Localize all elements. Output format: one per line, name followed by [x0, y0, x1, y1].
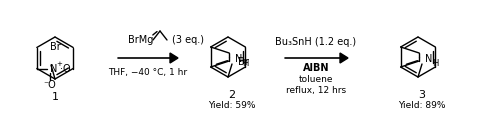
Text: toluene: toluene	[299, 74, 333, 84]
Text: 2: 2	[228, 90, 235, 100]
Text: (3 eq.): (3 eq.)	[172, 35, 204, 45]
Text: Br: Br	[50, 42, 61, 53]
Text: N: N	[425, 54, 432, 64]
Text: Br: Br	[238, 57, 248, 67]
Text: H: H	[242, 58, 248, 68]
Text: N: N	[235, 54, 242, 64]
Polygon shape	[340, 53, 348, 63]
Text: 1: 1	[52, 92, 59, 102]
Text: reflux, 12 hrs: reflux, 12 hrs	[286, 86, 346, 94]
Text: Bu₃SnH (1.2 eq.): Bu₃SnH (1.2 eq.)	[276, 37, 356, 47]
Text: AIBN: AIBN	[303, 63, 329, 73]
Text: +: +	[56, 61, 62, 68]
Polygon shape	[170, 53, 178, 63]
Text: H: H	[432, 58, 438, 68]
Text: ⁻O: ⁻O	[44, 80, 56, 89]
Text: Yield: 59%: Yield: 59%	[208, 102, 256, 111]
Text: N: N	[50, 64, 57, 73]
Text: BrMg: BrMg	[128, 35, 154, 45]
Text: Yield: 89%: Yield: 89%	[398, 102, 446, 111]
Text: ·O: ·O	[60, 64, 70, 73]
Text: THF, −40 °C, 1 hr: THF, −40 °C, 1 hr	[108, 68, 188, 76]
Text: 3: 3	[418, 90, 426, 100]
